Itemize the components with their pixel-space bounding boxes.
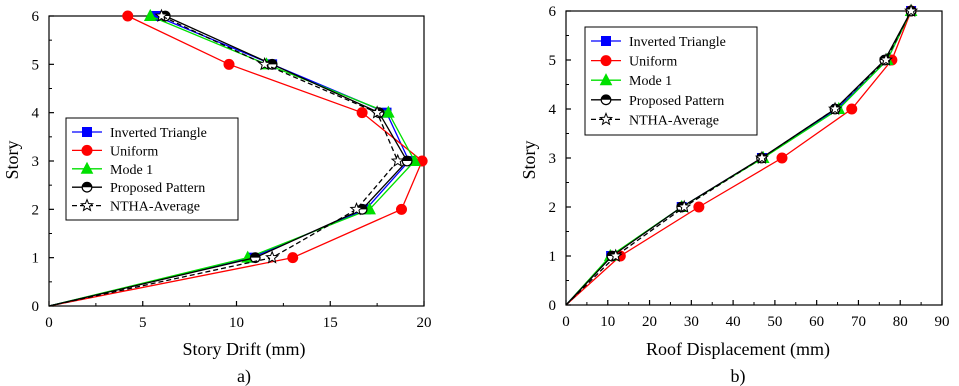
data-point [693, 201, 705, 213]
x-tick-label: 70 [851, 314, 866, 330]
y-tick-label: 3 [549, 151, 557, 167]
legend-label: Proposed Pattern [629, 94, 724, 109]
legend: Inverted Triangle Uniform Mode 1 Proposed P… [584, 26, 758, 136]
x-tick-label: 80 [893, 314, 908, 330]
legend-label: Inverted Triangle [629, 35, 726, 50]
legend-marker [601, 36, 611, 46]
legend-marker [599, 73, 613, 86]
data-point [390, 153, 405, 167]
data-point [356, 107, 368, 119]
data-point [265, 250, 280, 264]
x-tick-label: 5 [139, 315, 147, 331]
legend-label: Mode 1 [110, 163, 153, 178]
x-tick-label: 20 [417, 315, 432, 331]
legend-marker [600, 55, 612, 67]
y-tick-label: 1 [32, 251, 40, 267]
data-point [249, 252, 261, 264]
y-tick-label: 6 [549, 4, 557, 20]
x-axis-label: Story Drift (mm) [183, 339, 306, 360]
y-axis-label: Story [519, 140, 539, 179]
x-tick-label: 0 [45, 315, 53, 331]
y-tick-label: 1 [549, 249, 557, 265]
chart-a: Story Drift (mm) Story a) 0 5 10 15 20 0 1 2 3 4 5… [2, 8, 432, 386]
panel-label: a) [237, 366, 251, 386]
legend-label: Uniform [110, 144, 158, 159]
legend-marker [598, 112, 614, 126]
y-tick-label: 6 [32, 9, 40, 25]
y-tick-label: 3 [32, 154, 40, 170]
chart-b: Roof Displacement (mm) Story b) 0 10 20 30 4… [519, 3, 950, 386]
x-tick-label: 0 [562, 314, 570, 330]
legend-marker [82, 127, 92, 137]
legend-item: NTHA-Average [591, 112, 719, 128]
x-tick-label: 10 [600, 314, 615, 330]
legend-label: Mode 1 [629, 74, 672, 89]
y-tick-label: 0 [32, 299, 40, 315]
data-point [396, 203, 407, 215]
data-point [382, 105, 395, 118]
legend-marker [600, 94, 612, 106]
series-ntha-average [48, 8, 405, 307]
legend-label: Proposed Pattern [110, 181, 205, 196]
legend-item: Inverted Triangle [591, 35, 726, 50]
y-tick-label: 0 [549, 298, 557, 314]
y-tick-label: 5 [32, 57, 40, 73]
legend-label: NTHA-Average [110, 200, 200, 215]
data-point [608, 248, 623, 262]
x-tick-label: 15 [323, 315, 338, 331]
legend-label: Inverted Triangle [110, 126, 207, 141]
legend: Inverted Triangle Uniform Mode 1 Proposed P… [65, 117, 239, 221]
data-point [677, 199, 692, 213]
legend-item: Mode 1 [72, 161, 153, 178]
y-tick-label: 4 [549, 102, 557, 118]
y-tick-label: 2 [32, 202, 40, 218]
legend-label: Uniform [629, 55, 677, 70]
panel-label: b) [731, 366, 746, 386]
data-point [287, 252, 299, 264]
legend-box [584, 26, 758, 136]
data-point [143, 8, 157, 21]
data-point [370, 105, 385, 119]
legend-marker [81, 181, 93, 193]
x-tick-label: 20 [642, 314, 657, 330]
legend-item: Uniform [72, 144, 158, 159]
data-point [879, 52, 894, 66]
data-point [349, 201, 364, 216]
data-point [904, 3, 919, 17]
legend-marker [80, 161, 94, 174]
data-point [257, 56, 272, 71]
x-tick-label: 10 [229, 315, 244, 331]
data-point [122, 10, 134, 22]
y-tick-label: 5 [549, 53, 557, 69]
x-tick-label: 60 [809, 314, 824, 330]
data-point [828, 101, 843, 115]
y-axis-label: Story [2, 140, 22, 179]
y-tick-label: 2 [549, 200, 557, 216]
legend-marker [81, 144, 93, 156]
series-ntha-average [565, 3, 919, 306]
x-tick-label: 50 [767, 314, 782, 330]
legend-item: Proposed Pattern [72, 181, 205, 196]
x-tick-label: 30 [684, 314, 699, 330]
y-tick-label: 4 [32, 106, 40, 122]
data-point [266, 58, 278, 70]
legend-item: Inverted Triangle [72, 126, 207, 141]
data-point [223, 58, 235, 70]
data-point [154, 8, 169, 22]
data-point [776, 152, 788, 164]
legend-label: NTHA-Average [629, 113, 719, 128]
data-point [401, 155, 413, 167]
data-point [754, 150, 769, 164]
legend-item: NTHA-Average [72, 198, 200, 215]
x-tick-label: 40 [726, 314, 741, 330]
legend-item: Uniform [591, 55, 677, 70]
legend-item: Mode 1 [591, 73, 672, 89]
series-uniform [48, 10, 428, 307]
x-axis-label: Roof Displacement (mm) [646, 339, 830, 360]
x-tick-label: 90 [935, 314, 950, 330]
legend-marker [79, 198, 95, 212]
data-point [846, 103, 858, 115]
legend-item: Proposed Pattern [591, 94, 724, 109]
